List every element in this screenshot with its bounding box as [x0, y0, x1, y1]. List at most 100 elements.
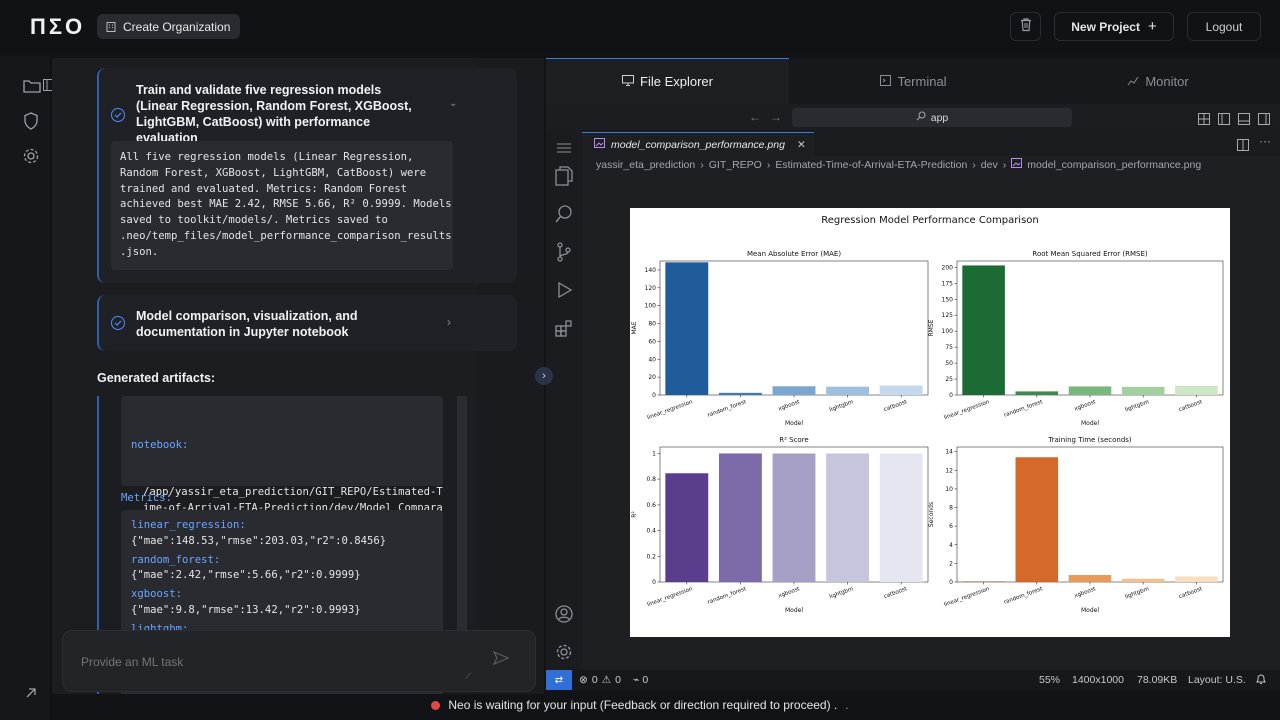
menu-icon[interactable]	[554, 138, 574, 158]
prompt-input[interactable]	[81, 655, 461, 669]
editor-tab-file[interactable]: model_comparison_performance.png ✕	[582, 132, 814, 156]
breadcrumb-item[interactable]: yassir_eta_prediction	[596, 158, 696, 171]
run-debug-icon[interactable]	[554, 280, 574, 300]
task-card[interactable]: Train and validate five regression model…	[97, 68, 517, 283]
subplot-frame	[956, 446, 1224, 583]
ide-toolbar: ← → app	[546, 104, 1280, 132]
layout-grid-icon[interactable]	[1198, 112, 1210, 130]
back-arrow-icon[interactable]: ←	[749, 110, 761, 124]
forward-arrow-icon[interactable]: →	[770, 110, 782, 124]
chevron-icon[interactable]: ⌄	[449, 98, 458, 109]
breadcrumb-item[interactable]: GIT_REPO	[708, 158, 762, 171]
layout-bottom-icon[interactable]	[1238, 112, 1250, 130]
agent-status-text: Neo is waiting for your input (Feedback …	[448, 698, 838, 712]
create-organization-button[interactable]: Create Organization	[97, 14, 241, 39]
bar	[1068, 575, 1112, 582]
y-axis-label: R²	[631, 511, 638, 518]
y-tick-label: 12	[945, 467, 953, 474]
delete-button[interactable]	[1010, 12, 1041, 41]
x-tick-label: lightgbm	[829, 586, 855, 600]
files-icon[interactable]	[554, 166, 574, 186]
x-tick-label: lightgbm	[1124, 399, 1150, 413]
neo-logo[interactable]: ПΣО	[30, 14, 86, 39]
x-tick-label: linear_regression	[647, 586, 694, 608]
ide-panel: File Explorer Terminal Monitor ← → app	[546, 58, 1280, 690]
collapse-panel-button[interactable]: ›	[535, 367, 553, 385]
keyboard-layout[interactable]: Layout: U.S.	[1188, 674, 1246, 686]
layout-right-icon[interactable]	[1258, 112, 1270, 130]
breadcrumb-sep: ›	[1002, 158, 1007, 171]
zoom-level[interactable]: 55%	[1039, 674, 1061, 686]
shield-icon[interactable]	[21, 111, 41, 131]
chevron-right-icon: ›	[542, 370, 546, 382]
trash-icon	[1019, 17, 1033, 37]
chat-column: Train and validate five regression model…	[52, 58, 517, 694]
notebook-artifact[interactable]: notebook: /app/yassir_eta_prediction/GIT…	[121, 396, 443, 530]
task-title: Model comparison, visualization, and doc…	[136, 309, 358, 339]
y-tick-label: 40	[648, 356, 656, 363]
create-organization-label: Create Organization	[123, 19, 231, 34]
address-text: app	[930, 111, 949, 124]
image-preview: Regression Model Performance Comparison M…	[630, 208, 1230, 637]
y-tick-label: 80	[648, 321, 656, 328]
prompt-box[interactable]: ⟋	[62, 630, 536, 692]
expand-arrow-icon[interactable]	[21, 683, 41, 703]
resize-handle-icon[interactable]: ⟋	[465, 671, 472, 681]
split-editor-icon[interactable]	[1237, 138, 1249, 156]
send-icon[interactable]	[492, 650, 510, 670]
warning-icon: ⚠	[601, 674, 612, 686]
top-bar: ПΣО Create Organization New Project + Lo…	[0, 0, 1280, 54]
tab-terminal[interactable]: Terminal	[791, 58, 1036, 104]
x-tick-label: catboost	[1178, 399, 1204, 413]
bar	[1015, 457, 1059, 582]
x-tick-label: catboost	[883, 399, 909, 413]
tab-file-explorer[interactable]: File Explorer	[546, 58, 789, 104]
folder-icon[interactable]	[22, 76, 42, 96]
chevron-right-icon[interactable]: ›	[447, 315, 451, 329]
close-icon[interactable]: ✕	[796, 138, 806, 151]
agent-status: Neo is waiting for your input (Feedback …	[0, 690, 1280, 720]
bar	[826, 453, 870, 582]
breadcrumb-item[interactable]: Estimated-Time-of-Arrival-ETA-Prediction	[775, 158, 968, 171]
chat-panel: Train and validate five regression model…	[52, 58, 544, 694]
remote-indicator[interactable]: ⇄	[546, 670, 572, 690]
bar	[1175, 576, 1218, 582]
y-tick-label: 120	[645, 285, 657, 292]
x-tick-label: lightgbm	[1124, 586, 1150, 600]
problems-indicator[interactable]: ⊗ 0 ⚠ 0	[579, 674, 621, 686]
new-project-button[interactable]: New Project +	[1054, 12, 1174, 41]
bar	[879, 385, 923, 395]
address-bar[interactable]: app	[792, 108, 1072, 127]
activity-bar	[546, 132, 582, 670]
extensions-icon[interactable]	[554, 318, 574, 338]
bell-icon[interactable]	[1256, 673, 1266, 688]
task-result: All five regression models (Linear Regre…	[111, 141, 453, 270]
breadcrumb-item[interactable]: dev	[980, 158, 998, 171]
notebook-key: notebook:	[131, 438, 189, 451]
task-card[interactable]: Model comparison, visualization, and doc…	[97, 295, 517, 351]
chat-scrollbar[interactable]	[457, 396, 467, 686]
tab-monitor[interactable]: Monitor	[1036, 58, 1280, 104]
settings-gear-icon[interactable]	[554, 642, 574, 662]
y-tick-label: 8	[949, 505, 953, 512]
bar	[962, 265, 1005, 395]
gear-icon[interactable]	[21, 146, 41, 166]
y-tick-label: 50	[945, 360, 953, 367]
logout-button[interactable]: Logout	[1187, 12, 1261, 41]
status-bar: ⇄ ⊗ 0 ⚠ 0 ⌁ 0 55% 1400x1000 78.09KB Layout:…	[546, 670, 1280, 690]
y-axis-label: Seconds	[928, 502, 935, 527]
source-control-icon[interactable]	[554, 242, 574, 262]
ports-indicator[interactable]: ⌁ 0	[633, 674, 648, 686]
x-axis-label: Model	[785, 607, 803, 614]
subplot-title: Root Mean Squared Error (RMSE)	[1032, 250, 1147, 258]
x-tick-label: linear_regression	[647, 399, 694, 421]
layout-left-icon[interactable]	[1218, 112, 1230, 130]
bar	[1121, 578, 1165, 582]
bar	[1175, 385, 1218, 395]
y-tick-label: 10	[945, 486, 953, 493]
search-icon[interactable]	[554, 204, 574, 224]
more-actions-icon[interactable]: ···	[1259, 134, 1271, 148]
account-icon[interactable]	[554, 604, 574, 624]
breadcrumb-item[interactable]: model_comparison_performance.png	[1027, 158, 1202, 171]
x-tick-label: random_forest	[1003, 399, 1044, 419]
